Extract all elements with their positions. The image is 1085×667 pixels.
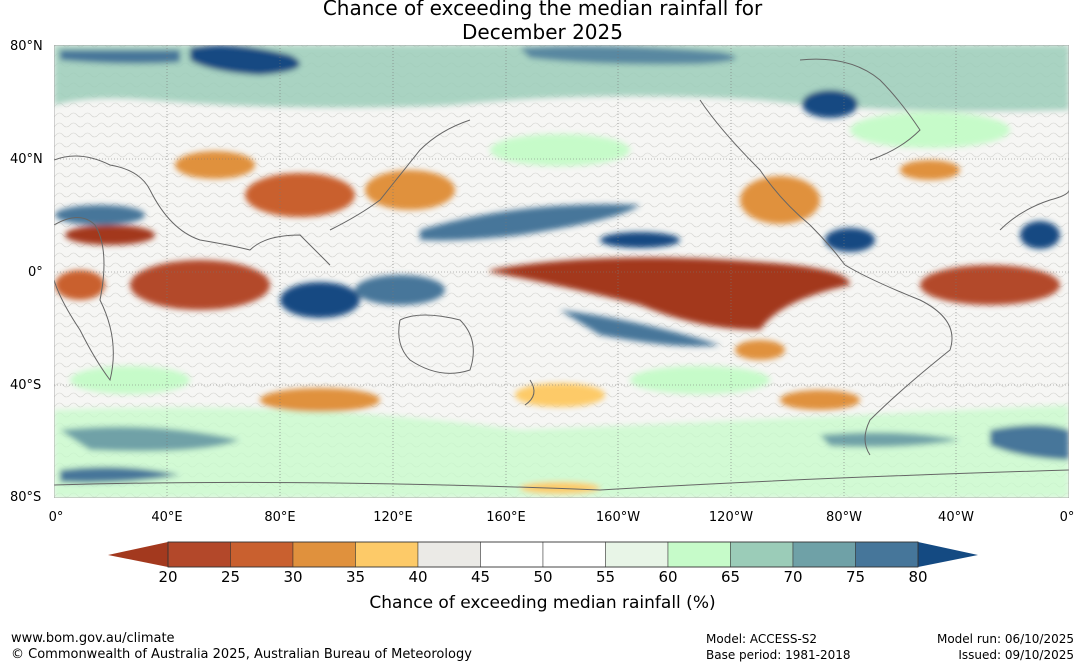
- colorbar-cell: [292, 541, 356, 568]
- colorbar-cell: [667, 541, 731, 568]
- colorbar-cell: [417, 541, 481, 568]
- colorbar-tick: 80: [908, 568, 928, 586]
- lon-label-120e: 120°E: [373, 510, 413, 525]
- title-line-1: Chance of exceeding the median rainfall …: [322, 0, 763, 20]
- colorbar-cell: [730, 541, 794, 568]
- colorbar-cell: [792, 541, 856, 568]
- colorbar-tick: 35: [345, 568, 366, 586]
- chart-title: Chance of exceeding the median rainfall …: [0, 0, 1085, 44]
- colorbar-cell: [605, 541, 669, 568]
- lat-label-40n: 40°N: [10, 152, 43, 167]
- colorbar-cell: [480, 541, 544, 568]
- colorbar-label: Chance of exceeding median rainfall (%): [369, 593, 716, 613]
- colorbar-tick: 30: [283, 568, 303, 586]
- title-line-2: December 2025: [462, 20, 623, 44]
- lat-label-80n: 80°N: [10, 39, 43, 54]
- colorbar-tick: 65: [720, 568, 741, 586]
- lon-label-0-right: 0°: [1059, 510, 1075, 525]
- colorbar-cell: [355, 541, 419, 568]
- lon-label-40w: 40°W: [938, 510, 974, 525]
- lon-label-0-left: 0°: [48, 510, 64, 525]
- colorbar-tick: 20: [158, 568, 178, 586]
- colorbar-tick: 25: [220, 568, 241, 586]
- lat-label-80s: 80°S: [10, 490, 42, 505]
- colorbar-tick: 70: [783, 568, 803, 586]
- colorbar-tick: 40: [408, 568, 428, 586]
- colorbar-tick: 60: [658, 568, 678, 586]
- colorbar-cell: [542, 541, 606, 568]
- lon-label-80e: 80°E: [264, 510, 296, 525]
- colorbar-cell: [167, 541, 231, 568]
- colorbar-tick: 75: [845, 568, 866, 586]
- colorbar-cell: [230, 541, 294, 568]
- lon-label-120w: 120°W: [708, 510, 754, 525]
- colorbar-tick: 45: [470, 568, 491, 586]
- colorbar-right-arrow: [918, 542, 978, 567]
- lon-label-40e: 40°E: [151, 510, 183, 525]
- colorbar-tick: 50: [533, 568, 553, 586]
- colorbar-tick: 55: [595, 568, 616, 586]
- graticule: [54, 45, 1069, 498]
- coastlines: [54, 58, 1069, 491]
- footer-copyright: © Commonwealth of Australia 2025, Austra…: [11, 647, 472, 662]
- lon-label-160e: 160°E: [486, 510, 526, 525]
- footer-url[interactable]: www.bom.gov.au/climate: [11, 631, 175, 646]
- lon-label-80w: 80°W: [826, 510, 862, 525]
- lon-label-160w: 160°W: [595, 510, 641, 525]
- footer-issued: Issued: 09/10/2025: [958, 648, 1074, 662]
- map-field: [54, 45, 1069, 498]
- lat-label-40s: 40°S: [10, 378, 42, 393]
- colorbar: [108, 541, 978, 568]
- footer-model: Model: ACCESS-S2: [706, 632, 818, 646]
- footer-base-period: Base period: 1981-2018: [706, 648, 851, 662]
- colorbar-left-arrow: [108, 542, 168, 567]
- lat-label-0: 0°: [28, 265, 43, 280]
- colorbar-cell: [855, 541, 919, 568]
- footer-model-run: Model run: 06/10/2025: [936, 632, 1074, 646]
